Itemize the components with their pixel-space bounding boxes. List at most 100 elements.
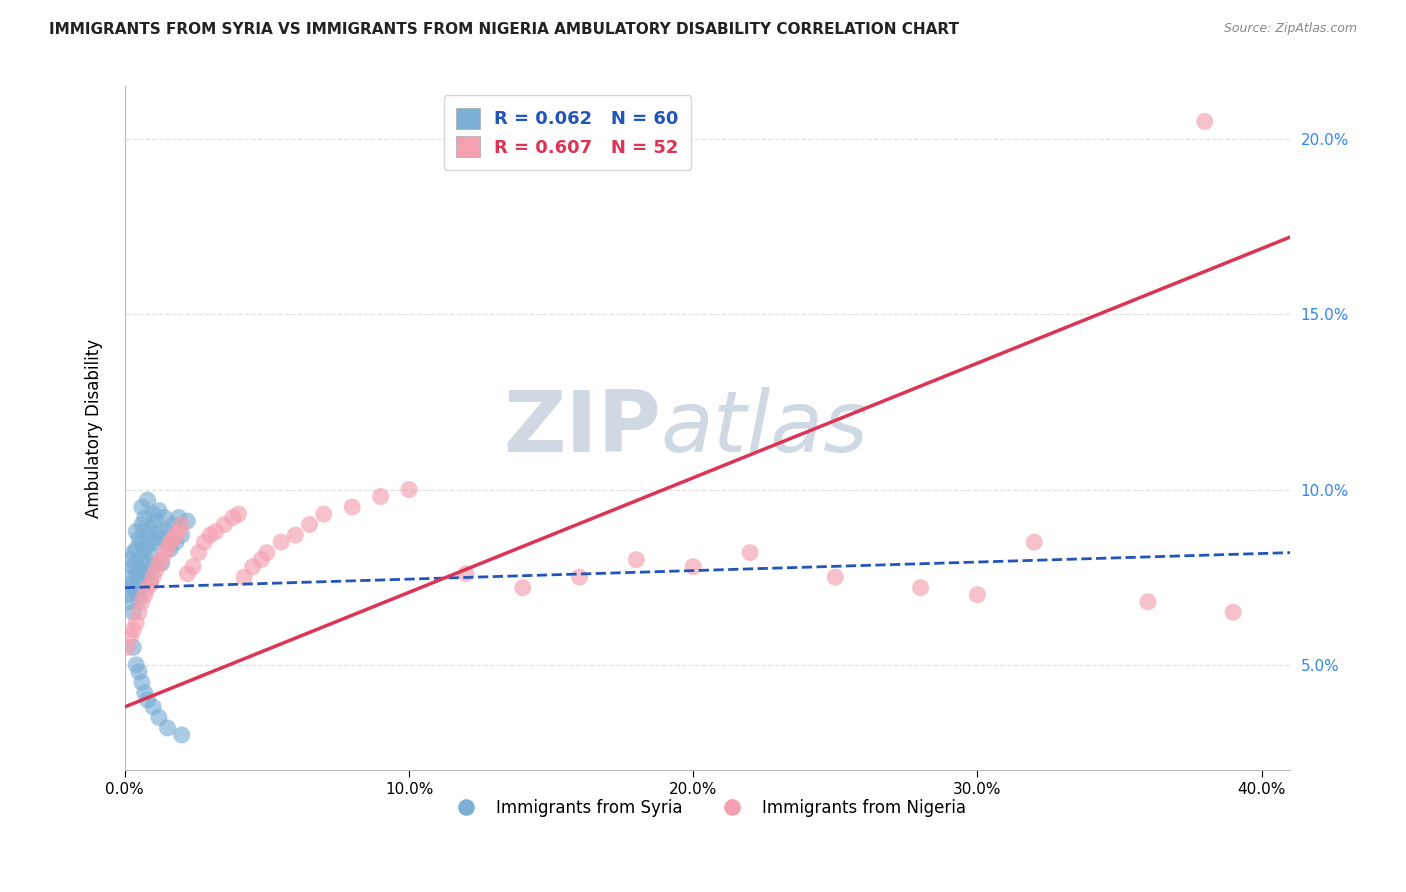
Point — [340, 500, 363, 514]
Point — [193, 535, 215, 549]
Point — [626, 552, 648, 566]
Point — [1136, 595, 1159, 609]
Point — [162, 517, 184, 532]
Point — [312, 507, 335, 521]
Point — [117, 588, 139, 602]
Point — [125, 566, 148, 581]
Point — [222, 510, 245, 524]
Point — [139, 574, 162, 588]
Point — [156, 542, 179, 557]
Point — [398, 483, 420, 497]
Point — [142, 507, 165, 521]
Point — [150, 556, 173, 570]
Point — [148, 556, 170, 570]
Point — [284, 528, 307, 542]
Point — [139, 577, 162, 591]
Point — [134, 566, 156, 581]
Point — [136, 693, 159, 707]
Point — [122, 605, 145, 619]
Point — [131, 552, 153, 566]
Point — [165, 535, 187, 549]
Point — [150, 532, 173, 546]
Point — [125, 615, 148, 630]
Point — [159, 535, 181, 549]
Point — [270, 535, 292, 549]
Point — [170, 728, 193, 742]
Text: IMMIGRANTS FROM SYRIA VS IMMIGRANTS FROM NIGERIA AMBULATORY DISABILITY CORRELATI: IMMIGRANTS FROM SYRIA VS IMMIGRANTS FROM… — [49, 22, 959, 37]
Point — [198, 528, 221, 542]
Point — [167, 510, 190, 524]
Point — [145, 563, 167, 577]
Point — [167, 524, 190, 539]
Point — [128, 574, 150, 588]
Point — [125, 584, 148, 599]
Point — [142, 532, 165, 546]
Point — [298, 517, 321, 532]
Point — [131, 535, 153, 549]
Point — [242, 559, 264, 574]
Y-axis label: Ambulatory Disability: Ambulatory Disability — [86, 339, 103, 517]
Point — [142, 559, 165, 574]
Point — [370, 490, 392, 504]
Point — [1222, 605, 1244, 619]
Point — [250, 552, 273, 566]
Point — [131, 517, 153, 532]
Point — [1024, 535, 1046, 549]
Point — [738, 546, 761, 560]
Point — [568, 570, 591, 584]
Point — [148, 503, 170, 517]
Point — [131, 500, 153, 514]
Point — [1194, 114, 1216, 128]
Point — [162, 532, 184, 546]
Point — [136, 581, 159, 595]
Point — [120, 630, 142, 644]
Point — [142, 570, 165, 584]
Point — [139, 521, 162, 535]
Point — [145, 535, 167, 549]
Point — [165, 528, 187, 542]
Point — [454, 566, 477, 581]
Point — [128, 591, 150, 606]
Point — [139, 546, 162, 560]
Point — [150, 552, 173, 566]
Point — [131, 595, 153, 609]
Point — [117, 640, 139, 655]
Point — [136, 539, 159, 553]
Point — [176, 566, 198, 581]
Point — [128, 563, 150, 577]
Point — [120, 577, 142, 591]
Point — [156, 524, 179, 539]
Point — [136, 493, 159, 508]
Point — [131, 577, 153, 591]
Point — [148, 524, 170, 539]
Point — [136, 556, 159, 570]
Point — [122, 623, 145, 637]
Point — [134, 524, 156, 539]
Point — [128, 532, 150, 546]
Point — [153, 510, 176, 524]
Point — [170, 528, 193, 542]
Point — [117, 570, 139, 584]
Point — [120, 595, 142, 609]
Point — [228, 507, 250, 521]
Point — [128, 665, 150, 679]
Point — [176, 514, 198, 528]
Point — [966, 588, 988, 602]
Point — [148, 710, 170, 724]
Legend: Immigrants from Syria, Immigrants from Nigeria: Immigrants from Syria, Immigrants from N… — [441, 792, 973, 823]
Point — [134, 588, 156, 602]
Point — [512, 581, 534, 595]
Point — [682, 559, 704, 574]
Point — [131, 675, 153, 690]
Point — [122, 546, 145, 560]
Point — [128, 605, 150, 619]
Point — [125, 556, 148, 570]
Point — [145, 514, 167, 528]
Point — [910, 581, 932, 595]
Point — [214, 517, 236, 532]
Point — [156, 721, 179, 735]
Point — [125, 524, 148, 539]
Point — [134, 686, 156, 700]
Text: ZIP: ZIP — [503, 386, 661, 470]
Text: atlas: atlas — [661, 386, 869, 470]
